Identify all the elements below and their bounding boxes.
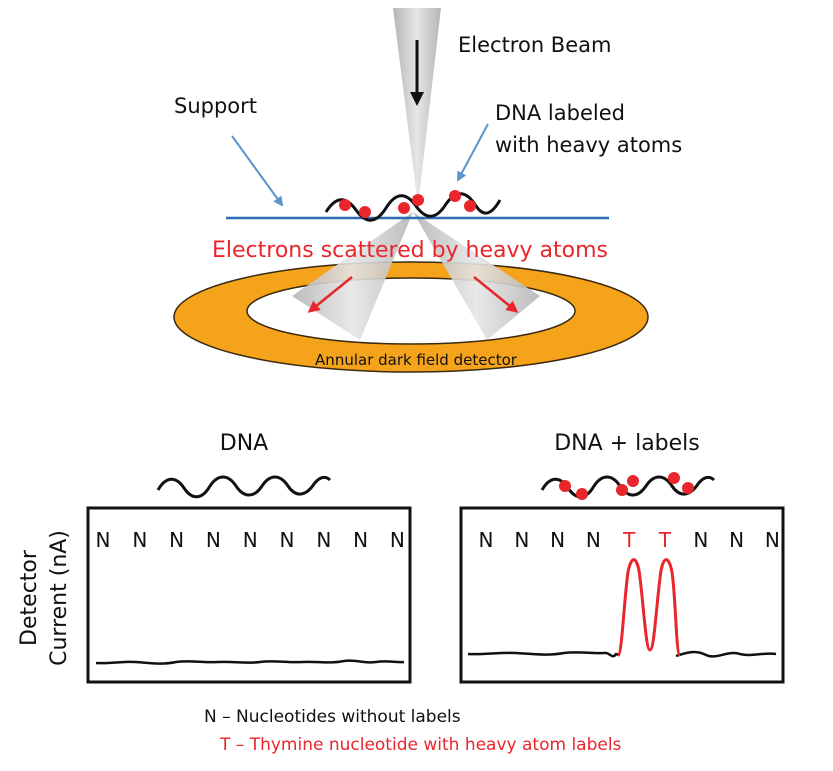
dna-strand-left-icon — [156, 475, 332, 499]
labeled-nucleotide-letter: T — [658, 528, 672, 552]
y-axis-label-line2: Current (nA) — [47, 530, 72, 666]
labeled-nucleotide-letter: T — [622, 528, 636, 552]
detector-label: Annular dark field detector — [315, 351, 518, 369]
right-panel-title: DNA + labels — [554, 431, 700, 456]
nucleotide-letter: N — [693, 528, 708, 552]
electron-beam-cone — [393, 8, 441, 206]
right-signal-trace-peaks — [616, 558, 682, 657]
legend-n: N – Nucleotides without labels — [204, 707, 461, 727]
nucleotide-letter: N — [243, 528, 258, 552]
right-signal-trace-baseline — [467, 650, 777, 658]
nucleotide-letter: N — [586, 528, 601, 552]
nucleotide-letter: N — [280, 528, 295, 552]
nucleotide-letter: N — [206, 528, 221, 552]
nucleotide-letter: N — [514, 528, 529, 552]
electron-beam-label: Electron Beam — [458, 33, 611, 57]
nucleotide-letter: N — [729, 528, 744, 552]
heavy-atom-labels-bottom — [559, 472, 694, 500]
scatter-cone-left — [292, 212, 413, 340]
scatter-label: Electrons scattered by heavy atoms — [212, 238, 608, 263]
dna-labeled-label-line2: with heavy atoms — [495, 133, 682, 157]
y-axis-label-line1: Detector — [17, 549, 42, 646]
nucleotide-letter: N — [169, 528, 184, 552]
nucleotide-letter: N — [550, 528, 565, 552]
scatter-arrow-left — [307, 276, 353, 313]
nucleotide-letter: N — [132, 528, 147, 552]
left-panel-frame — [86, 506, 412, 684]
scatter-arrow-right — [473, 276, 519, 313]
support-label: Support — [174, 94, 257, 118]
support-pointer-arrow — [231, 135, 284, 207]
nucleotide-letter: N — [353, 528, 368, 552]
left-panel-title: DNA — [220, 431, 268, 456]
nucleotide-letter: N — [479, 528, 494, 552]
nucleotide-letter: N — [316, 528, 331, 552]
legend-t: T – Thymine nucleotide with heavy atom l… — [219, 735, 622, 755]
left-signal-trace — [95, 659, 405, 665]
dna-labeled-label-line1: DNA labeled — [495, 101, 625, 125]
heavy-atom-labels-top — [339, 190, 476, 218]
nucleotide-letter: N — [390, 528, 405, 552]
nucleotide-letter: N — [96, 528, 111, 552]
dna-pointer-arrow — [457, 123, 489, 182]
dna-strand-right-icon — [540, 475, 716, 499]
nucleotide-letter: N — [765, 528, 780, 552]
